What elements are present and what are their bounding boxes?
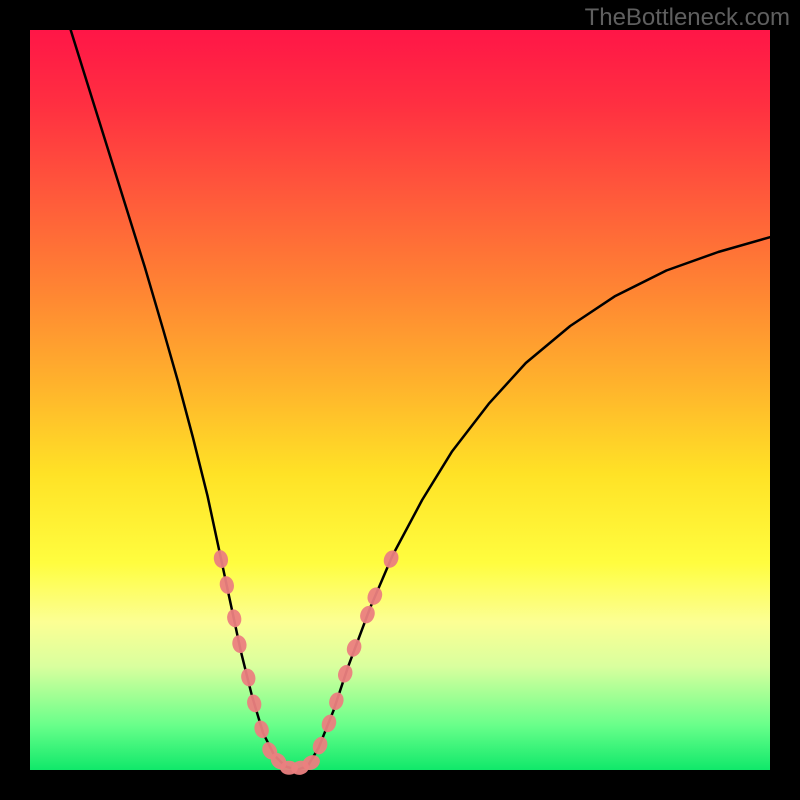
bottleneck-curve-chart	[0, 0, 800, 800]
watermark-text: TheBottleneck.com	[585, 4, 790, 32]
gradient-panel	[30, 30, 770, 770]
chart-frame: TheBottleneck.com	[0, 0, 800, 800]
